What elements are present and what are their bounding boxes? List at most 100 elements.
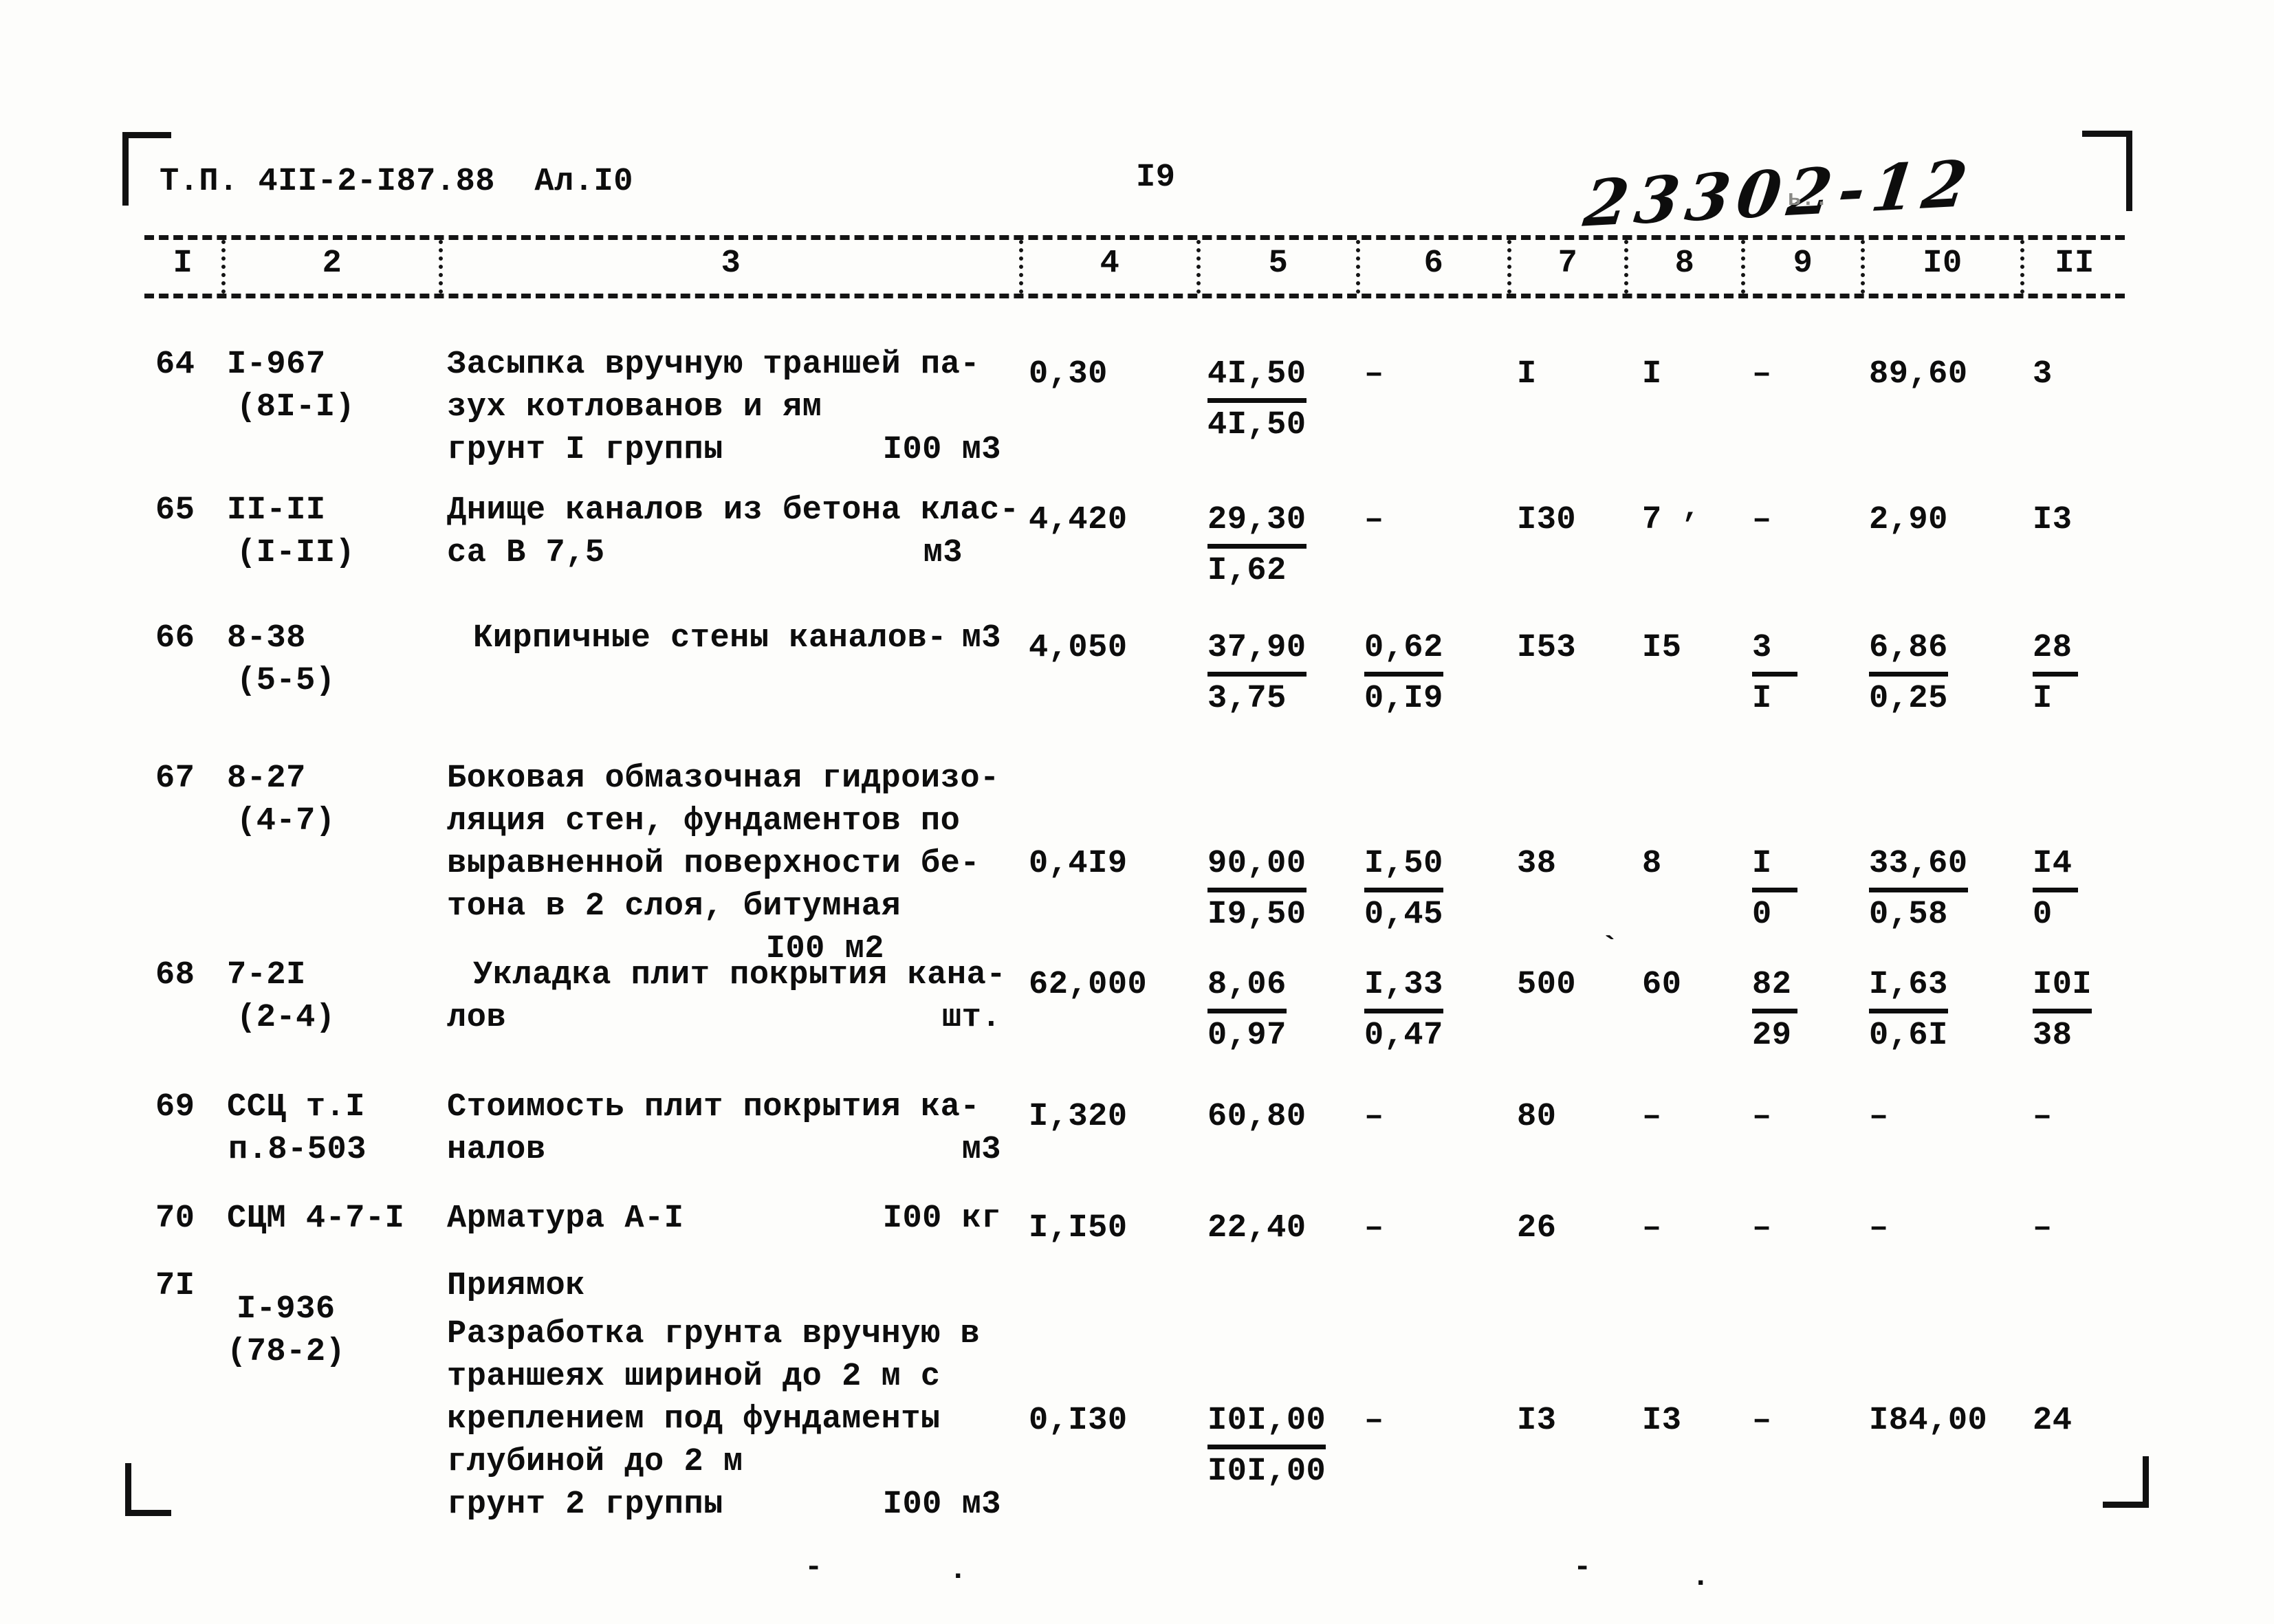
col-header-2: 2 — [221, 240, 439, 294]
cell-col5: 4I,50 4I,50 — [1196, 344, 1356, 472]
cell-col7: 80 — [1517, 1099, 1557, 1135]
work-description: Днище каналов из бетона клас- са В 7,5 м3 — [439, 490, 1019, 593]
unit-label: I00 м2 — [765, 931, 884, 967]
scan-speck: - — [1573, 1550, 1592, 1585]
corner-mark-bottom-left — [125, 1463, 171, 1516]
table-row-70: 70 СЦМ 4-7-I Арматура А-I I00 кг I,I50 22… — [144, 1198, 2125, 1250]
value-denominator: 4I,50 — [1207, 407, 1307, 443]
cell-col8: 8 — [1642, 846, 1662, 882]
work-description: Приямок Разработка грунта вручную в тран… — [439, 1265, 1019, 1526]
row-code: I-936 (78-2) — [221, 1265, 439, 1526]
row-number: 68 — [155, 957, 195, 994]
row-number: 64 — [155, 347, 195, 383]
cell-col5: 8,06 0,97 — [1196, 954, 1356, 1057]
cell-col9: 82 29 — [1741, 954, 1861, 1057]
cell-col4: I,I50 — [1029, 1210, 1128, 1247]
cell-col5: 37,90 3,75 — [1196, 617, 1356, 721]
desc-line: глубиной до 2 м — [447, 1444, 743, 1480]
row-code: СЦМ 4-7-I — [221, 1198, 439, 1250]
value-numerator: I4 — [2033, 843, 2078, 892]
cell-col6: I,50 0,45 — [1356, 758, 1507, 971]
value-numerator: I0I — [2033, 964, 2092, 1013]
col-header-4: 4 — [1019, 240, 1196, 294]
table-row-65: 65 II-II (I-II) Днище каналов из бетона … — [144, 490, 2125, 593]
desc-line: грунт 2 группы — [447, 1486, 723, 1523]
col-header-11: II — [2020, 240, 2125, 294]
cell-col7: I30 — [1517, 502, 1577, 538]
cell-col4: 4,420 — [1029, 502, 1128, 538]
cell-col11: 3 — [2033, 356, 2053, 393]
value-denominator: I0I,00 — [1207, 1453, 1326, 1490]
code-paren: (4-7) — [237, 803, 336, 840]
code-main: ССЦ т.I — [227, 1089, 365, 1126]
cell-col4: 0,4I9 — [1029, 846, 1128, 882]
cell-col10: 89,60 — [1869, 356, 1968, 393]
cell-col9: – — [1752, 502, 1772, 538]
value-denominator: 0,97 — [1207, 1018, 1287, 1054]
work-description: Кирпичные стены каналов-м3 — [439, 617, 1019, 721]
row-number: 66 — [155, 620, 195, 657]
cell-col5: 90,00 I9,50 — [1196, 758, 1356, 971]
cell-col5: 22,40 — [1207, 1210, 1307, 1247]
unit-label: м3 — [961, 1132, 1001, 1168]
document-code: Т.П. 4II-2-I87.88 Ал.I0 — [160, 161, 633, 204]
table-row-66: 66 8-38 (5-5) Кирпичные стены каналов-м3… — [144, 617, 2125, 721]
value-numerator: 6,86 — [1869, 627, 1948, 677]
code-paren: (5-5) — [237, 663, 336, 699]
desc-line: Засыпка вручную траншей па- — [447, 347, 981, 383]
cell-col9: 3 I — [1741, 617, 1861, 721]
value-denominator: 3,75 — [1207, 681, 1287, 717]
cell-col6: – — [1364, 356, 1384, 393]
corner-mark-top-left — [122, 132, 171, 206]
cell-col7: 38 — [1517, 846, 1557, 882]
desc-line: налов — [447, 1132, 546, 1168]
value-denominator: 0 — [1752, 897, 1772, 933]
cell-col4: 62,000 — [1029, 967, 1148, 1003]
value-denominator: I,62 — [1207, 553, 1287, 589]
cell-col10: I,63 0,6I — [1861, 954, 2020, 1057]
row-number: 67 — [155, 760, 195, 797]
value-numerator: I,50 — [1364, 843, 1443, 892]
value-numerator: 90,00 — [1207, 843, 1307, 892]
col-header-10: I0 — [1861, 240, 2020, 294]
cell-col10: 6,86 0,25 — [1861, 617, 2020, 721]
unit-label: I00 кг — [882, 1200, 1001, 1237]
unit-label: шт. — [941, 1000, 1001, 1036]
desc-line: Днище каналов из бетона клас- — [447, 492, 1020, 529]
desc-line: Приямок — [447, 1268, 585, 1304]
desc-line: Кирпичные стены каналов- — [473, 620, 947, 657]
unit-label: I00 м3 — [882, 432, 1001, 468]
value-denominator: I — [1752, 681, 1772, 717]
cell-col7: 500 — [1517, 967, 1577, 1003]
table-row-69: 69 ССЦ т.I п.8-503 Стоимость плит покрыт… — [144, 1086, 2125, 1172]
code-main: I-967 — [227, 347, 326, 383]
corner-mark-top-right — [2082, 131, 2132, 211]
value-numerator: I — [1752, 843, 1797, 892]
value-numerator: 29,30 — [1207, 499, 1307, 549]
cell-col6: – — [1364, 1210, 1384, 1247]
cell-col9: – — [1752, 1210, 1772, 1247]
col-header-9: 9 — [1741, 240, 1861, 294]
cell-col6: 0,62 0,I9 — [1356, 617, 1507, 721]
table-row-71: 7I I-936 (78-2) Приямок Разработка грунт… — [144, 1265, 2125, 1526]
cell-col11: I0I 38 — [2020, 954, 2125, 1057]
desc-line: тона в 2 слоя, битумная — [447, 888, 901, 925]
cell-col8: 60 — [1642, 967, 1682, 1003]
cell-col8: I3 — [1642, 1403, 1682, 1439]
desc-line: выравненной поверхности бе- — [447, 846, 981, 882]
work-description: Укладка плит покрытия кана- лов шт. — [439, 954, 1019, 1057]
cell-col6: – — [1364, 1099, 1384, 1135]
row-number: 70 — [155, 1200, 195, 1237]
cell-col9: I 0 — [1741, 758, 1861, 971]
cell-col11: – — [2033, 1099, 2053, 1135]
page-number: I9 — [1136, 160, 1176, 196]
row-code: ССЦ т.I п.8-503 — [221, 1086, 439, 1172]
cell-col10: 33,60 0,58 — [1861, 758, 2020, 971]
work-description: Боковая обмазочная гидроизо- ляция стен,… — [439, 758, 1019, 971]
cell-col8: I — [1642, 356, 1662, 393]
unit-label: м3 — [961, 620, 1001, 657]
cell-col9: – — [1752, 1403, 1772, 1439]
row-number: 7I — [155, 1268, 195, 1304]
album-label: Ал.I0 — [534, 164, 633, 200]
